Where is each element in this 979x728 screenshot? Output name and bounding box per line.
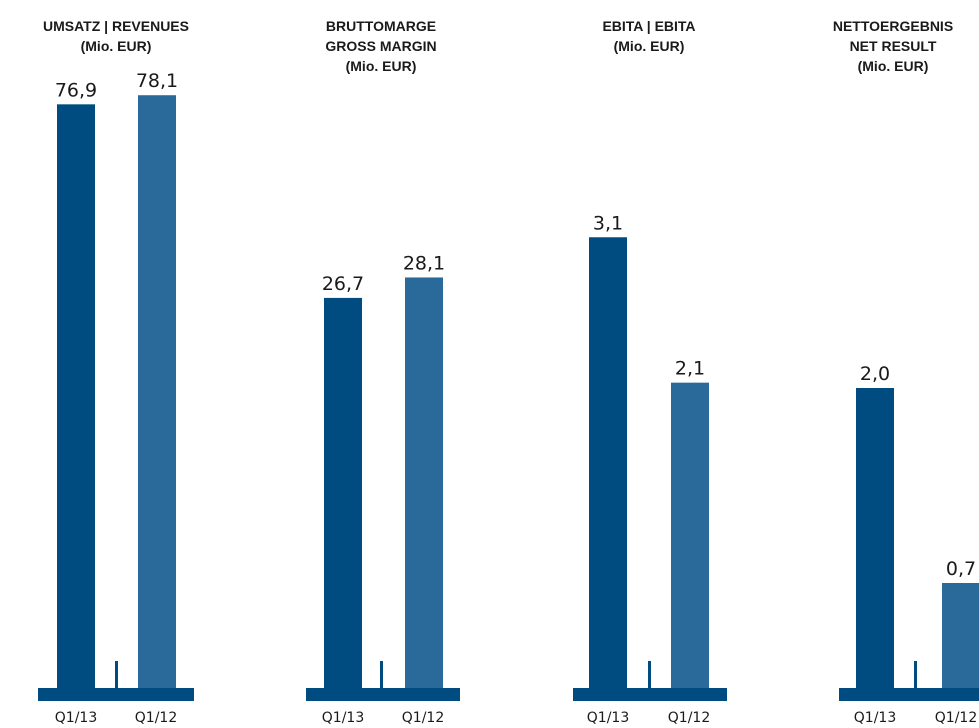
separator-tick (380, 661, 383, 688)
data-label: 28,1 (403, 252, 445, 274)
panel-title-line: BRUTTOMARGE (326, 18, 436, 34)
bar-Q1-13 (324, 297, 362, 689)
baseline (306, 688, 460, 701)
category-label: Q1/13 (587, 710, 629, 726)
category-label: Q1/12 (935, 710, 977, 726)
chart-panel-4: NETTOERGEBNIS NET RESULT (Mio. EUR) 2,0 0,7 Q… (833, 18, 979, 726)
bar-Q1-12 (671, 382, 709, 689)
bar-Q1-12 (405, 277, 443, 689)
panel-title-line: (Mio. EUR) (858, 58, 929, 74)
data-label: 26,7 (322, 273, 364, 295)
panel-title-line: GROSS MARGIN (325, 38, 436, 54)
data-label: 2,0 (860, 363, 890, 385)
data-label: 78,1 (136, 70, 178, 92)
bar-Q1-13 (57, 104, 95, 690)
category-label: Q1/12 (668, 710, 710, 726)
data-label: 0,7 (946, 558, 976, 580)
category-label: Q1/13 (55, 710, 97, 726)
panel-title-line: UMSATZ | REVENUES (43, 18, 189, 34)
panel-title-line: EBITA | EBITA (602, 18, 695, 34)
data-label: 76,9 (55, 79, 97, 101)
panel-title-line: (Mio. EUR) (346, 58, 417, 74)
chart-panel-2: BRUTTOMARGE GROSS MARGIN (Mio. EUR) 26,7 28,… (306, 18, 460, 726)
baseline (38, 688, 194, 701)
bar-Q1-13 (589, 237, 627, 689)
panel-title-line: NET RESULT (850, 38, 937, 54)
data-label: 3,1 (593, 212, 623, 234)
category-label: Q1/13 (854, 710, 896, 726)
separator-tick (914, 661, 917, 688)
bar-Q1-12 (138, 95, 176, 689)
panel-title-line: (Mio. EUR) (81, 38, 152, 54)
baseline (573, 688, 727, 701)
separator-tick (648, 661, 651, 688)
bar-Q1-13 (856, 388, 894, 689)
baseline (839, 688, 979, 701)
bar-Q1-12 (942, 583, 979, 689)
category-label: Q1/13 (322, 710, 364, 726)
panel-title-line: NETTOERGEBNIS (833, 18, 953, 34)
panel-title-line: (Mio. EUR) (614, 38, 685, 54)
chart-panel-3: EBITA | EBITA (Mio. EUR) 3,1 2,1 Q1/13 Q1/12 (573, 18, 727, 726)
category-label: Q1/12 (135, 710, 177, 726)
chart-panel-1: UMSATZ | REVENUES (Mio. EUR) 76,9 78,1 Q1/13… (38, 18, 194, 726)
category-label: Q1/12 (402, 710, 444, 726)
data-label: 2,1 (675, 358, 705, 380)
separator-tick (115, 661, 118, 688)
